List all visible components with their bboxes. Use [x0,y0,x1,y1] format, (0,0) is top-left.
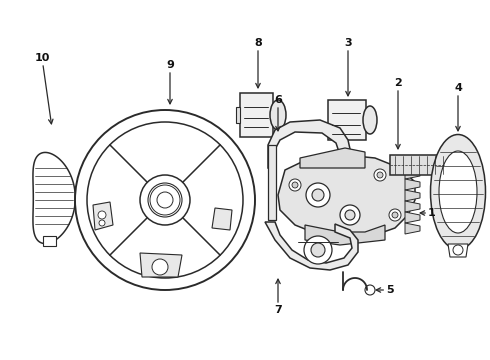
Ellipse shape [439,151,477,233]
Polygon shape [405,179,420,190]
Polygon shape [140,253,182,277]
Polygon shape [33,152,75,244]
Ellipse shape [431,135,486,249]
Text: 8: 8 [254,38,262,88]
Text: 10: 10 [34,53,53,124]
Polygon shape [212,208,232,230]
Polygon shape [405,168,420,179]
Ellipse shape [363,106,377,134]
Polygon shape [405,212,420,223]
Text: 4: 4 [454,83,462,131]
Polygon shape [93,202,113,230]
Polygon shape [43,236,56,246]
Circle shape [377,172,383,178]
Circle shape [453,245,463,255]
Circle shape [345,210,355,220]
Circle shape [311,243,325,257]
Circle shape [150,185,180,215]
Circle shape [140,175,190,225]
Circle shape [152,259,168,275]
Circle shape [99,220,105,226]
Circle shape [157,192,173,208]
Polygon shape [390,155,445,175]
Text: 6: 6 [274,95,282,131]
Polygon shape [236,107,240,123]
Polygon shape [300,148,365,168]
Circle shape [365,285,375,295]
Text: 1: 1 [420,208,436,218]
Circle shape [292,182,298,188]
Circle shape [389,209,401,221]
Polygon shape [405,201,420,212]
Circle shape [306,183,330,207]
Polygon shape [328,100,366,140]
Text: 2: 2 [394,78,402,149]
Text: 7: 7 [274,279,282,315]
Polygon shape [405,223,420,234]
Circle shape [75,110,255,290]
Text: 5: 5 [376,285,394,295]
Polygon shape [240,93,273,137]
Circle shape [304,236,332,264]
Circle shape [340,205,360,225]
Circle shape [148,183,182,217]
Polygon shape [265,222,358,270]
Polygon shape [278,155,415,238]
Circle shape [392,212,398,218]
Polygon shape [305,225,385,245]
Circle shape [374,169,386,181]
Polygon shape [405,190,420,201]
Text: 9: 9 [166,60,174,104]
Ellipse shape [270,100,286,130]
Circle shape [312,189,324,201]
Text: 3: 3 [344,38,352,96]
Polygon shape [448,244,468,257]
Circle shape [87,122,243,278]
Polygon shape [268,145,276,220]
Circle shape [98,211,106,219]
Circle shape [289,179,301,191]
Polygon shape [268,120,352,190]
